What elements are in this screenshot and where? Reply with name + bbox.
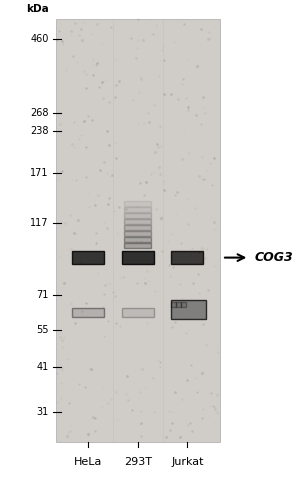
Text: 117: 117 (30, 218, 49, 228)
FancyBboxPatch shape (122, 252, 154, 264)
Text: 71: 71 (36, 290, 49, 300)
FancyBboxPatch shape (171, 252, 203, 264)
FancyBboxPatch shape (124, 225, 151, 230)
FancyBboxPatch shape (176, 302, 181, 307)
Text: 293T: 293T (124, 457, 152, 467)
FancyBboxPatch shape (72, 308, 104, 317)
FancyBboxPatch shape (124, 231, 151, 236)
FancyBboxPatch shape (56, 19, 220, 442)
Text: kDa: kDa (26, 4, 49, 14)
FancyBboxPatch shape (124, 237, 151, 241)
Text: 460: 460 (30, 34, 49, 43)
FancyBboxPatch shape (122, 308, 154, 317)
Text: 41: 41 (36, 362, 49, 372)
FancyBboxPatch shape (171, 300, 206, 319)
FancyBboxPatch shape (171, 302, 176, 307)
Text: 171: 171 (30, 168, 49, 178)
Text: 238: 238 (30, 126, 49, 136)
Text: 31: 31 (36, 407, 49, 417)
FancyBboxPatch shape (72, 252, 104, 264)
FancyBboxPatch shape (124, 219, 151, 224)
Text: COG3: COG3 (254, 251, 293, 264)
FancyBboxPatch shape (124, 207, 151, 212)
Text: Jurkat: Jurkat (171, 457, 203, 467)
FancyBboxPatch shape (124, 213, 151, 218)
FancyBboxPatch shape (124, 242, 151, 247)
FancyBboxPatch shape (124, 201, 151, 206)
Text: 55: 55 (36, 325, 49, 335)
Text: HeLa: HeLa (74, 457, 102, 467)
Text: 268: 268 (30, 108, 49, 118)
FancyBboxPatch shape (181, 302, 186, 307)
